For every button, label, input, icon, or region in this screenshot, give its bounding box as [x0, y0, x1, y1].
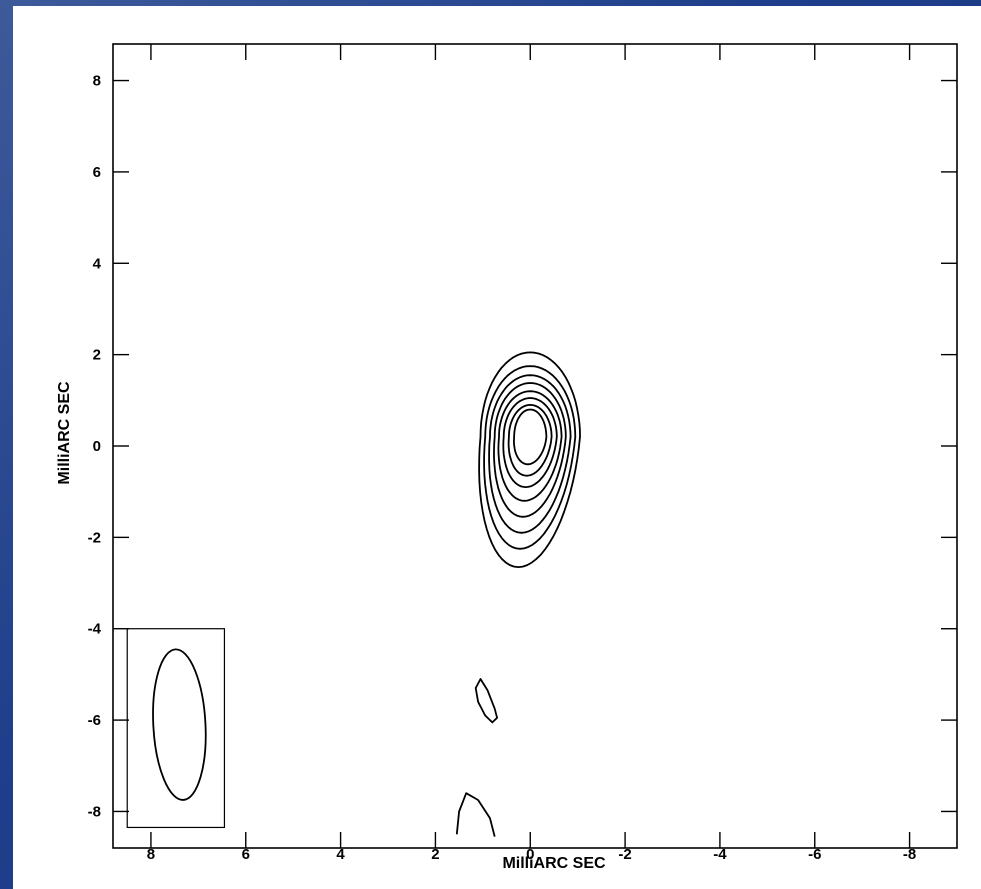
plot-frame	[112, 43, 958, 849]
contour-level-6	[502, 397, 558, 489]
contour-level-2	[483, 365, 577, 550]
y-tick-label-5: -2	[88, 529, 101, 546]
y-tick-label-1: 6	[93, 164, 101, 181]
contour-level-3	[488, 374, 572, 534]
x-tick-label-0: 8	[147, 846, 155, 863]
core-contours	[478, 351, 581, 568]
ticks	[113, 44, 957, 848]
y-tick-labels: 8 6 4 2 0 -2 -4 -6 -8	[88, 73, 102, 821]
x-tick-label-6: -4	[713, 846, 727, 863]
contour-level-8	[512, 408, 548, 466]
beam-ellipse	[152, 648, 207, 801]
y-tick-label-0: 8	[93, 73, 101, 90]
y-tick-label-4: 0	[93, 438, 101, 455]
x-axis-title: MilliARC SEC	[502, 855, 606, 872]
x-tick-label-3: 2	[431, 846, 439, 863]
y-tick-label-2: 4	[93, 255, 102, 272]
y-tick-label-6: -4	[88, 621, 102, 638]
beam-box	[126, 628, 226, 829]
blob-2	[455, 792, 496, 837]
x-tick-label-2: 4	[336, 846, 345, 863]
x-tick-label-7: -6	[808, 846, 821, 863]
blob-1	[474, 678, 499, 724]
x-tick-label-1: 6	[242, 846, 250, 863]
y-tick-label-8: -8	[88, 803, 101, 820]
contour-level-7	[507, 403, 553, 477]
contour-plot: 8 6 4 2 0 -2 -4 -6 -8 8 6 4 2 0 -2 -4 -6 -8 MilliARC SEC…	[56, 43, 958, 872]
x-tick-labels: 8 6 4 2 0 -2 -4 -6 -8	[147, 846, 916, 863]
x-tick-label-8: -8	[903, 846, 916, 863]
y-axis-title: MilliARC SEC	[56, 381, 73, 485]
x-tick-label-4: 0	[526, 846, 534, 863]
y-tick-label-3: 2	[93, 347, 101, 364]
plot-panel: 8 6 4 2 0 -2 -4 -6 -8 8 6 4 2 0 -2 -4 -6 -8 MilliARC SEC…	[13, 6, 981, 889]
contour-level-5	[497, 390, 563, 502]
x-tick-label-5: -2	[618, 846, 631, 863]
beam-inset	[126, 628, 226, 829]
contour-level-4	[493, 382, 567, 518]
secondary-features	[455, 678, 499, 837]
y-tick-label-7: -6	[88, 712, 101, 729]
contour-level-1	[478, 351, 581, 568]
